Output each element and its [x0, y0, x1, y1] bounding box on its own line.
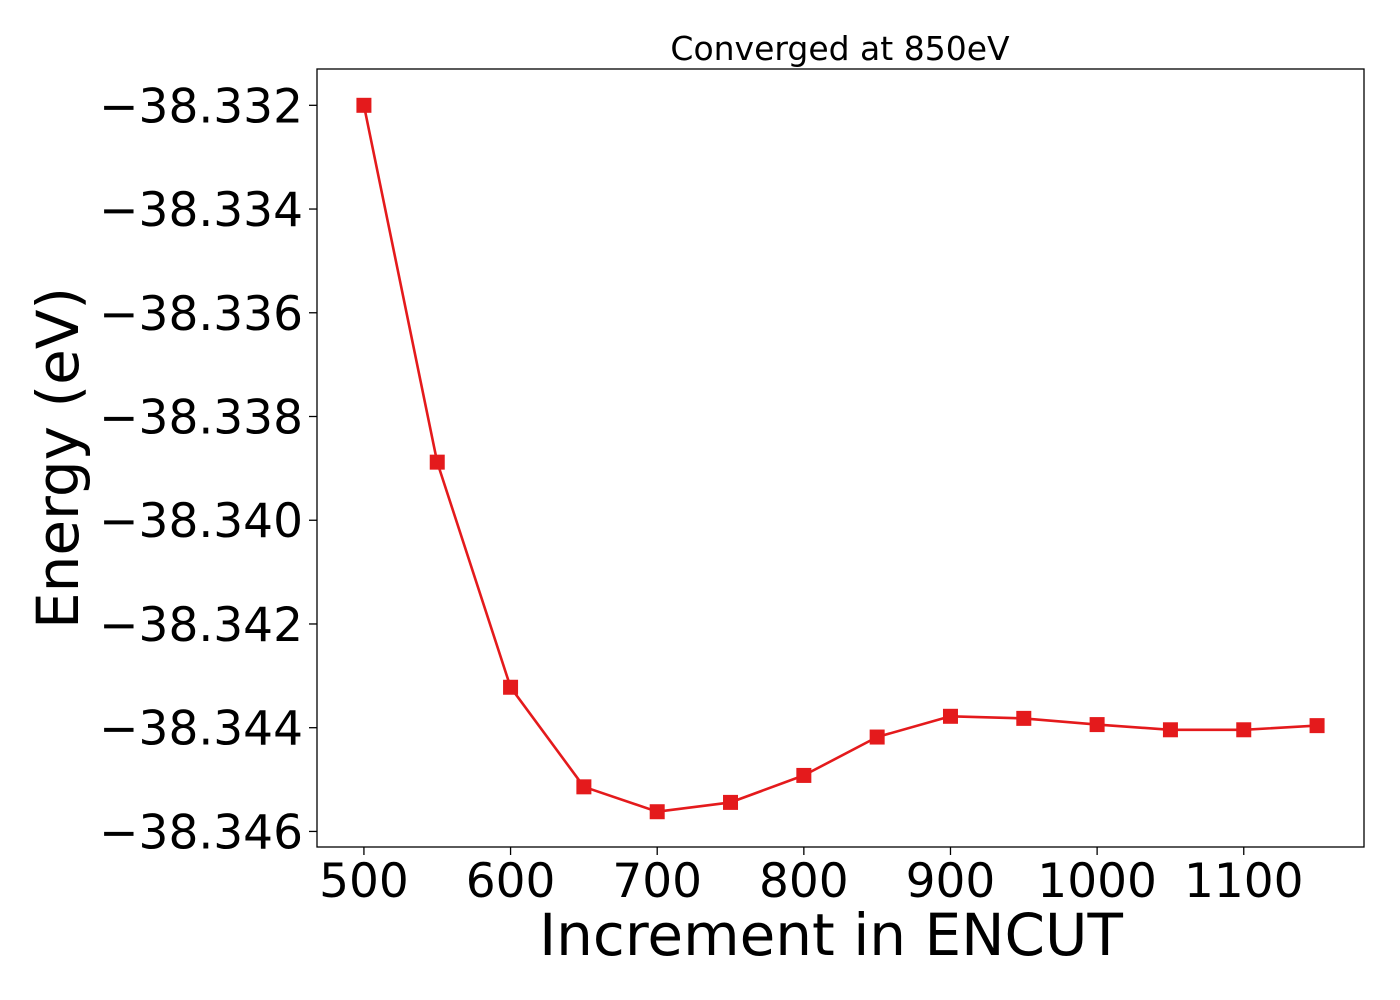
data-point-marker: [1089, 717, 1105, 733]
data-point-marker: [1016, 710, 1032, 726]
series-line: [362, 105, 1318, 814]
x-tick-label: 800: [759, 854, 849, 909]
y-tick-label: −38.332: [99, 79, 303, 134]
x-tick-label: 1000: [1037, 854, 1157, 909]
data-point-marker: [1236, 722, 1252, 738]
plot-area: [356, 97, 1325, 820]
y-tick-label: −38.346: [99, 805, 303, 860]
x-axis-title: Increment in ENCUT: [539, 901, 1123, 969]
data-point-marker: [723, 794, 739, 810]
y-tick-label: −38.340: [99, 494, 303, 549]
plot-frame: [316, 68, 1365, 848]
x-tick-label: 1100: [1184, 854, 1304, 909]
y-axis: −38.332 −38.334 −38.336 −38.338 −38.340 −38.3…: [99, 79, 317, 860]
y-tick-label: −38.336: [99, 287, 303, 342]
data-point-marker: [649, 804, 665, 820]
y-tick-label: −38.334: [99, 183, 303, 238]
data-point-marker: [942, 708, 958, 724]
data-point-marker: [356, 97, 372, 113]
data-point-marker: [796, 767, 812, 783]
x-tick-label: 600: [466, 854, 556, 909]
data-point-marker: [576, 779, 592, 795]
data-point-marker: [1309, 718, 1325, 734]
x-tick-label: 900: [906, 854, 996, 909]
y-tick-label: −38.342: [99, 598, 303, 653]
data-point-marker: [429, 454, 445, 470]
data-point-marker: [869, 729, 885, 745]
x-axis: 500 600 700 800 900 1000 1100: [319, 847, 1304, 909]
y-tick-label: −38.344: [99, 702, 303, 757]
chart-title: Converged at 850eV: [670, 29, 1010, 68]
y-axis-title: Energy (eV): [24, 287, 92, 629]
x-tick-label: 500: [319, 854, 409, 909]
data-point-marker: [503, 679, 519, 695]
x-tick-label: 700: [612, 854, 702, 909]
y-tick-label: −38.338: [99, 391, 303, 446]
data-point-marker: [1162, 722, 1178, 738]
